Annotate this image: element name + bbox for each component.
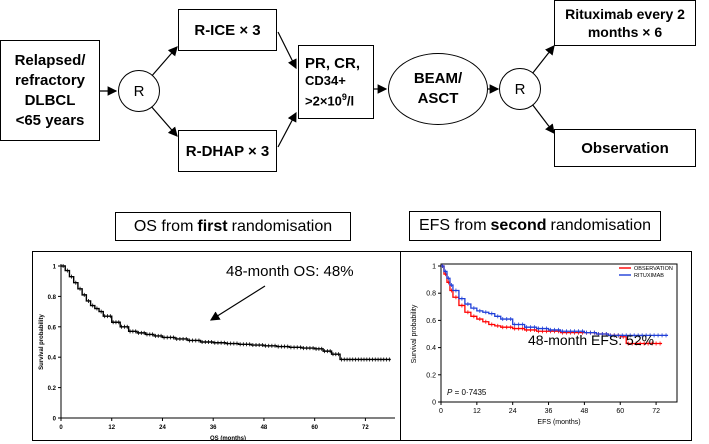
criteria-line-3-sup: 9 bbox=[341, 91, 347, 102]
criteria-line-2: CD34+ bbox=[305, 72, 346, 88]
randomisation-1-label: R bbox=[133, 82, 145, 100]
beam-asct-node: BEAM/ ASCT bbox=[388, 53, 488, 125]
efs-ytick-label: 0.4 bbox=[426, 345, 436, 352]
criteria-line-1: PR, CR, bbox=[305, 54, 361, 72]
os-xtick-label: 12 bbox=[108, 425, 115, 431]
criteria-line-3-post: /l bbox=[346, 93, 355, 109]
observation-box: Observation bbox=[554, 129, 696, 167]
efs-ytick-label: 0.2 bbox=[426, 372, 436, 379]
efs-xtick-label: 36 bbox=[545, 408, 553, 415]
arrow-rice-criteria bbox=[277, 31, 297, 70]
os-title-post: randomisation bbox=[231, 217, 333, 235]
arrow-r1-rice bbox=[149, 46, 178, 79]
efs-p-value-letter: P bbox=[447, 388, 453, 397]
os-xtick-label: 36 bbox=[210, 425, 217, 431]
os-xtick-label: 0 bbox=[59, 425, 63, 431]
efs-p-value: P = 0·7435 bbox=[447, 388, 487, 397]
efs-ytick-label: 0.8 bbox=[426, 291, 436, 298]
efs-xtick-label: 72 bbox=[652, 408, 660, 415]
arrow-r1-rdhap bbox=[149, 104, 178, 137]
os-ytick-label: 0.4 bbox=[48, 356, 57, 362]
os-ytick-label: 0.2 bbox=[48, 386, 57, 392]
beam-line-1: BEAM/ bbox=[413, 70, 463, 87]
efs-plot-frame: 0 12 24 36 48 60 72 0 0.2 0.4 0.6 0.8 1 EFS (months) S… bbox=[400, 251, 692, 441]
rdhap-label: R-DHAP × 3 bbox=[185, 142, 270, 160]
efs-xtick-label: 12 bbox=[473, 408, 481, 415]
efs-legend-label-observation: OBSERVATION bbox=[634, 266, 673, 272]
efs-ytick-label: 1 bbox=[432, 264, 436, 271]
efs-title-bold: second bbox=[490, 217, 547, 234]
start-box: Relapsed/ refractory DLBCL <65 years bbox=[0, 40, 100, 141]
flow-arrows bbox=[99, 31, 555, 148]
efs-xtick-label: 24 bbox=[509, 408, 517, 415]
os-x-axis-label: OS (months) bbox=[210, 436, 246, 440]
efs-plot-box bbox=[440, 263, 678, 403]
rice-label: R-ICE × 3 bbox=[194, 21, 261, 39]
os-title-box: OS from first randomisation bbox=[115, 212, 351, 241]
efs-ytick-label: 0 bbox=[432, 400, 436, 407]
efs-ytick-label: 0.6 bbox=[426, 318, 436, 325]
start-line-1: Relapsed/ bbox=[14, 51, 86, 69]
maint-line-2: months × 6 bbox=[587, 24, 663, 40]
efs-title-post: randomisation bbox=[550, 217, 652, 234]
efs-annotation: 48-month EFS: 52% bbox=[528, 332, 655, 348]
randomisation-2-label: R bbox=[514, 80, 526, 98]
efs-xtick-label: 0 bbox=[439, 408, 443, 415]
efs-legend-label-rituximab: RITUXIMAB bbox=[634, 273, 664, 279]
randomisation-2-node: R bbox=[499, 68, 541, 110]
criteria-box: PR, CR, CD34+ >2×109/l bbox=[298, 45, 374, 119]
criteria-line-3-pre: >2×10 bbox=[305, 93, 342, 109]
os-chart: 0 12 24 36 48 60 72 0 0.2 0.4 0.6 0.8 1 OS (months) Su… bbox=[39, 264, 395, 440]
os-ytick-label: 0 bbox=[53, 417, 57, 423]
efs-x-axis-label: EFS (months) bbox=[537, 419, 580, 426]
os-series-os bbox=[61, 265, 391, 361]
efs-series-rituximab bbox=[441, 265, 669, 337]
efs-xtick-label: 60 bbox=[616, 408, 624, 415]
os-xtick-label: 48 bbox=[261, 425, 268, 431]
os-y-axis-label: Survival probability bbox=[39, 313, 45, 369]
os-xtick-label: 72 bbox=[362, 425, 369, 431]
os-xtick-label: 24 bbox=[159, 425, 166, 431]
rituximab-maintenance-box: Rituximab every 2 months × 6 bbox=[554, 0, 696, 46]
os-title-bold: first bbox=[197, 217, 228, 235]
beam-line-2: ASCT bbox=[417, 90, 459, 107]
os-xtick-label: 60 bbox=[311, 425, 318, 431]
randomisation-1-node: R bbox=[118, 70, 160, 112]
os-title-pre: OS from bbox=[133, 217, 194, 235]
efs-chart: 0 12 24 36 48 60 72 0 0.2 0.4 0.6 0.8 1 EFS (months) S… bbox=[411, 263, 678, 426]
os-annotation: 48-month OS: 48% bbox=[226, 263, 354, 280]
observation-label: Observation bbox=[581, 139, 669, 157]
efs-xtick-label: 48 bbox=[580, 408, 588, 415]
criteria-line-3: >2×109/l bbox=[305, 89, 354, 109]
rdhap-box: R-DHAP × 3 bbox=[178, 130, 277, 172]
maint-line-1: Rituximab every 2 bbox=[565, 6, 685, 22]
arrow-rdhap-criteria bbox=[277, 111, 297, 148]
efs-p-value-number: = 0·7435 bbox=[452, 388, 487, 397]
os-ytick-label: 0.6 bbox=[48, 325, 57, 331]
os-annotation-arrow bbox=[209, 285, 266, 321]
os-ytick-label: 1 bbox=[53, 265, 57, 271]
start-line-3: DLBCL bbox=[24, 91, 76, 109]
efs-y-axis-label: Survival probability bbox=[411, 304, 418, 363]
efs-title-box: EFS from second randomisation bbox=[409, 211, 661, 241]
os-ytick-label: 0.8 bbox=[48, 295, 57, 301]
start-line-2: refractory bbox=[14, 71, 86, 89]
arrow-r2-obs bbox=[531, 103, 555, 134]
rice-box: R-ICE × 3 bbox=[178, 9, 277, 51]
efs-title-pre: EFS from bbox=[418, 217, 487, 234]
start-line-4: <65 years bbox=[15, 111, 85, 129]
arrow-r2-maint bbox=[531, 45, 555, 75]
os-plot-frame: 0 12 24 36 48 60 72 0 0.2 0.4 0.6 0.8 1 OS (months) Su… bbox=[32, 251, 404, 441]
